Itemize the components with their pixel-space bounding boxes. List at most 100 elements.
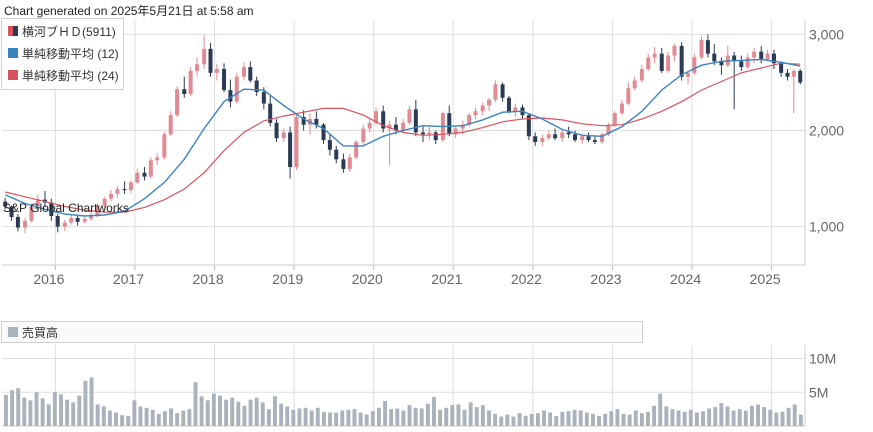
volume-bar xyxy=(468,402,473,426)
volume-bar xyxy=(529,413,534,426)
candle-body xyxy=(102,198,107,206)
candle-body xyxy=(23,220,28,228)
volume-bar xyxy=(279,403,284,426)
candle-body xyxy=(626,88,631,104)
candle-body xyxy=(361,128,366,143)
legend-item-volume[interactable]: 売買高 xyxy=(8,324,58,340)
volume-bar xyxy=(548,412,553,426)
candle-body xyxy=(771,53,776,64)
volume-bar xyxy=(792,404,797,426)
candle-body xyxy=(659,53,664,71)
candle-body xyxy=(182,89,187,94)
volume-bar xyxy=(743,410,748,426)
candle-body xyxy=(480,105,485,112)
legend-item-price[interactable]: 横河ブＨＤ(5911) xyxy=(8,23,116,39)
volume-bar xyxy=(639,413,644,426)
volume-bar xyxy=(444,407,449,426)
volume-bar xyxy=(328,412,332,426)
volume-bar xyxy=(413,407,418,426)
volume-bar xyxy=(101,406,106,426)
volume-bar xyxy=(499,416,504,426)
volume-bar xyxy=(701,411,705,426)
volume-bar xyxy=(725,406,730,426)
volume-bar xyxy=(370,411,375,426)
volume-bar xyxy=(181,410,186,426)
volume-bar xyxy=(193,382,198,426)
volume-bar xyxy=(694,412,699,426)
candle-body xyxy=(334,149,339,160)
volume-bar xyxy=(218,395,222,426)
volume-bar xyxy=(144,407,149,426)
volume-bar xyxy=(425,403,430,426)
legend-item-sma24[interactable]: 単純移動平均 (24) xyxy=(8,67,119,83)
candle-body xyxy=(135,172,140,183)
volume-bar xyxy=(389,409,394,426)
volume-bar xyxy=(169,408,174,426)
legend-label-price: 横河ブＨＤ(5911) xyxy=(22,24,116,39)
volume-bar xyxy=(762,407,767,426)
candle-body xyxy=(500,84,505,98)
volume-bar xyxy=(572,409,577,426)
chart-generated-header: Chart generated on 2025年5月21日 at 5:58 am xyxy=(4,4,254,18)
sma12-line xyxy=(4,58,801,217)
volume-bar xyxy=(719,403,724,426)
x-tick-label: 2016 xyxy=(33,271,64,287)
volume-bar xyxy=(95,404,100,426)
candle-body xyxy=(798,70,803,83)
volume-bar xyxy=(59,394,63,426)
candle-body xyxy=(294,117,299,167)
x-tick-label: 2021 xyxy=(431,271,462,287)
legend-label-volume: 売買高 xyxy=(22,325,59,340)
volume-bar xyxy=(590,413,595,426)
candle-body xyxy=(367,122,372,129)
candle-body xyxy=(354,142,359,158)
x-tick-label: 2022 xyxy=(511,271,542,287)
volume-bar xyxy=(156,413,161,426)
candle-body xyxy=(62,222,67,227)
candle-body xyxy=(473,111,478,116)
candle-body xyxy=(679,45,684,77)
candle-body xyxy=(387,124,392,129)
volume-bar xyxy=(682,411,687,426)
volume-bar xyxy=(175,413,180,426)
volume-legend: 売買高 xyxy=(1,321,643,343)
candle-body xyxy=(407,109,412,123)
volume-bar xyxy=(205,400,210,426)
candle-body xyxy=(699,40,704,58)
volume-swatch-icon xyxy=(8,327,18,337)
candle-body xyxy=(533,136,538,143)
volume-bar xyxy=(786,407,791,426)
volume-bar xyxy=(456,404,461,426)
volume-bar xyxy=(266,409,271,426)
candle-body xyxy=(447,113,452,135)
candle-body xyxy=(546,134,551,139)
volume-bar xyxy=(395,408,400,426)
x-tick-label: 2025 xyxy=(750,271,781,287)
x-tick-label: 2020 xyxy=(352,271,383,287)
volume-bar xyxy=(798,414,803,426)
volume-bar xyxy=(297,408,302,426)
candle-body xyxy=(566,132,571,135)
candle-body xyxy=(194,64,199,71)
candle-body xyxy=(460,124,465,129)
candle-body xyxy=(413,109,418,133)
volume-bar xyxy=(303,407,308,426)
volume-bar xyxy=(493,413,498,426)
candle-body xyxy=(49,202,54,216)
volume-bar xyxy=(236,401,241,426)
volume-bar xyxy=(16,388,21,426)
candle-body xyxy=(254,80,259,93)
volume-bar xyxy=(242,405,247,426)
legend-label-sma24: 単純移動平均 (24) xyxy=(22,68,119,83)
volume-bar xyxy=(584,412,589,426)
candle-body xyxy=(374,111,379,123)
candle-body xyxy=(453,128,458,135)
legend-item-sma12[interactable]: 単純移動平均 (12) xyxy=(8,45,119,61)
x-tick-label: 2024 xyxy=(670,271,701,287)
volume-bar xyxy=(71,402,76,426)
volume-bar xyxy=(487,410,491,426)
candle-body xyxy=(401,122,406,131)
candle-body xyxy=(791,70,796,77)
volume-tick-label: 10M xyxy=(809,351,836,367)
candle-body xyxy=(261,92,266,104)
